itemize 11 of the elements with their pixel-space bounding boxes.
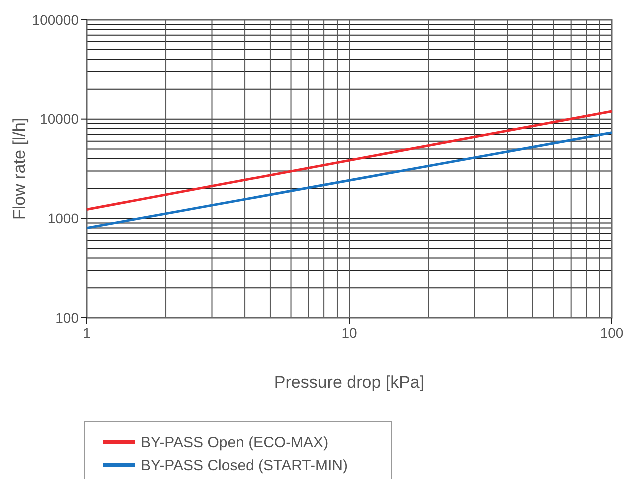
y-tick-label: 100 (56, 310, 80, 326)
x-tick-label: 1 (83, 325, 92, 341)
x-tick-label: 10 (342, 325, 358, 341)
y-tick-label: 10000 (40, 111, 80, 128)
y-tick-label: 1000 (48, 210, 80, 227)
x-axis-title: Pressure drop [kPa] (274, 373, 425, 392)
y-tick-label: 100000 (32, 12, 80, 28)
x-tick-label: 100 (600, 325, 624, 341)
legend-label: BY-PASS Open (ECO-MAX) (141, 434, 329, 452)
legend-label: BY-PASS Closed (START-MIN) (141, 457, 348, 474)
y-axis-title: Flow rate [l/h] (10, 118, 29, 220)
